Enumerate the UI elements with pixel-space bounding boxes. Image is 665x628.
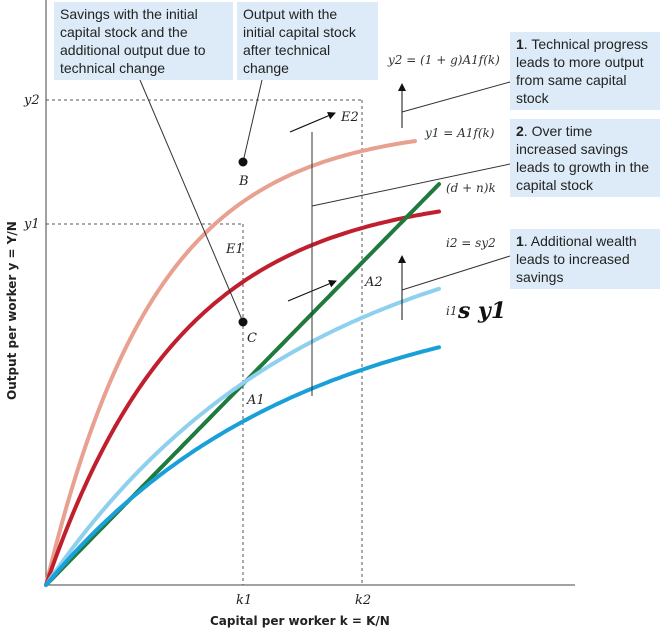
move-arrow-upper bbox=[289, 112, 336, 133]
y-axis-title: Output per worker y = Y/N bbox=[5, 221, 19, 400]
label-y1: y1 = A1f(k) bbox=[424, 126, 495, 140]
curve-y1 bbox=[44, 209, 441, 587]
leader-savings bbox=[139, 79, 244, 323]
label-i2: i2 = sy2 bbox=[446, 236, 496, 250]
callout-tech-progress: 1. Technical progress leads to more outp… bbox=[510, 32, 660, 110]
point-A1-label: A1 bbox=[246, 393, 265, 408]
callout-time-text: . Over time increased savings leads to g… bbox=[516, 123, 650, 193]
handwritten-sy1-label: s y1 bbox=[457, 298, 506, 324]
label-i1: i1 bbox=[446, 304, 457, 318]
x-tick-k1: k1 bbox=[236, 593, 252, 608]
callout-tech-text: . Technical progress leads to more outpu… bbox=[516, 36, 649, 106]
curve-y2 bbox=[44, 139, 417, 587]
label-dn: (d + n)k bbox=[446, 181, 496, 195]
curve-i1 bbox=[44, 345, 441, 587]
point-B-dot bbox=[238, 157, 248, 167]
point-A2-label: A2 bbox=[364, 275, 383, 290]
callout-wealth-text: . Additional wealth leads to increased s… bbox=[516, 233, 637, 285]
y-tick-y1: y1 bbox=[23, 217, 40, 232]
callout-additional-wealth: 1. Additional wealth leads to increased … bbox=[510, 229, 660, 289]
point-B-label: B bbox=[238, 174, 249, 189]
leader-wealth bbox=[401, 255, 511, 291]
callout-savings-initial: Savings with the initial capital stock a… bbox=[54, 2, 233, 80]
y-tick-y2: y2 bbox=[23, 93, 40, 108]
x-tick-k2: k2 bbox=[355, 593, 371, 608]
point-C-dot bbox=[238, 317, 248, 327]
point-E1-label: E1 bbox=[225, 242, 244, 257]
x-axis-title: Capital per worker k = K/N bbox=[210, 614, 390, 628]
callout-time-savings: 2. Over time increased savings leads to … bbox=[510, 119, 660, 197]
label-y2: y2 = (1 + g)A1f(k) bbox=[387, 53, 500, 67]
leader-tech bbox=[401, 81, 511, 113]
point-E2-label: E2 bbox=[340, 110, 359, 125]
callout-time-number: 2 bbox=[516, 123, 524, 139]
callout-tech-number: 1 bbox=[516, 36, 524, 52]
leader-time-diag bbox=[311, 163, 511, 207]
point-C-label: C bbox=[247, 331, 257, 346]
leader-output bbox=[242, 79, 263, 163]
callout-output-initial: Output with the initial capital stock af… bbox=[237, 2, 378, 80]
callout-wealth-number: 1 bbox=[516, 233, 524, 249]
curve-i2 bbox=[44, 286, 441, 587]
